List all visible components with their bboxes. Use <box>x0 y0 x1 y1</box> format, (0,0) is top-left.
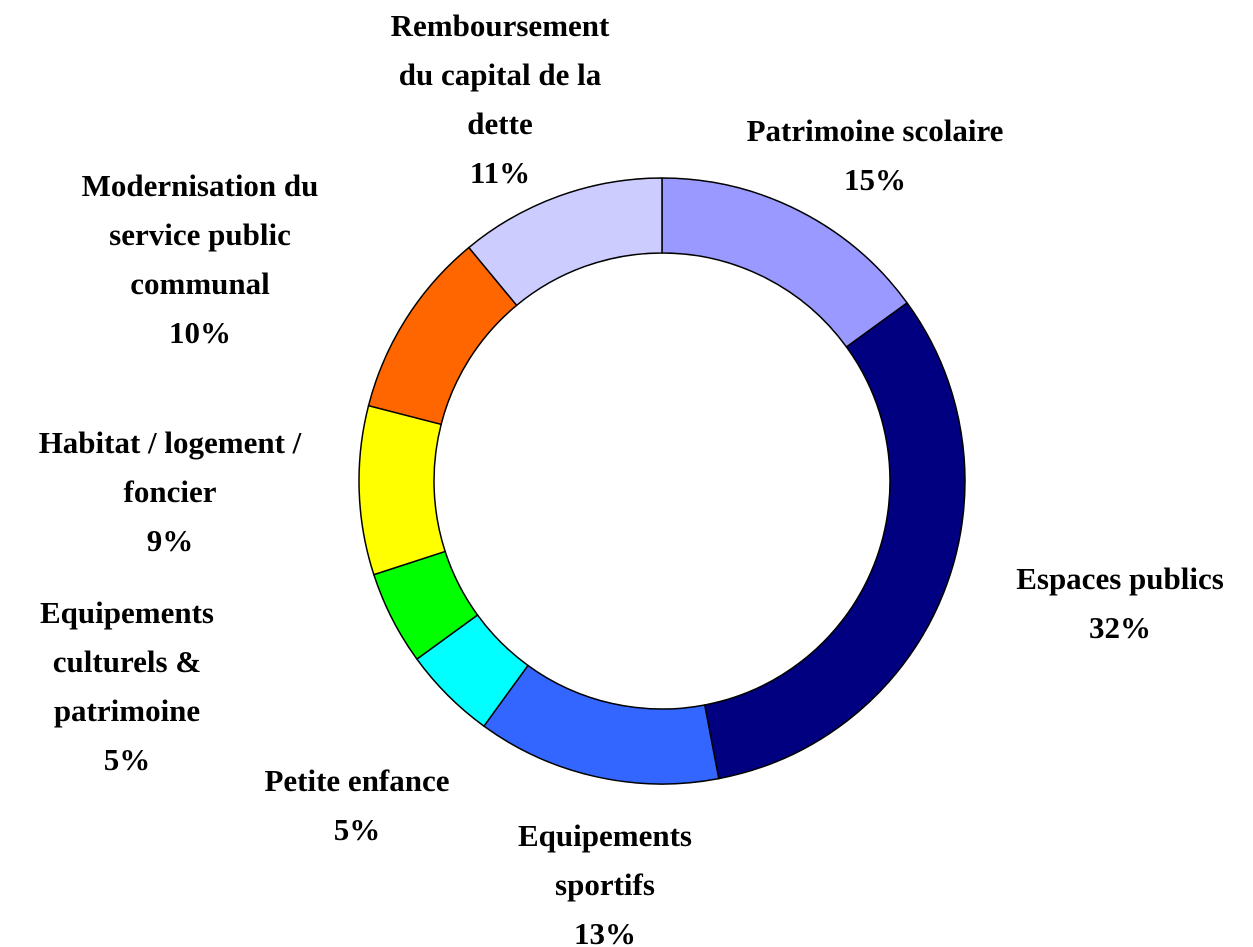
value-label: 5% <box>333 812 381 847</box>
category-label: Modernisation du service public communal <box>81 168 319 301</box>
donut-segment <box>482 664 720 785</box>
value-label: 32% <box>1089 610 1151 645</box>
slice-label: Espaces publics 32% <box>980 554 1253 652</box>
slice-label: Equipements culturels & patrimoine 5% <box>12 588 242 784</box>
category-label: Habitat / logement / foncier <box>38 425 302 509</box>
category-label: Equipements culturels & patrimoine <box>40 595 214 728</box>
value-label: 9% <box>146 523 194 558</box>
value-label: 13% <box>574 916 636 947</box>
value-label: 15% <box>844 162 906 197</box>
slice-label: Modernisation du service public communal… <box>65 161 335 357</box>
category-label: Petite enfance <box>264 763 450 798</box>
donut-segment <box>358 404 447 576</box>
slice-label: Patrimoine scolaire 15% <box>715 106 1035 204</box>
value-label: 5% <box>103 742 151 777</box>
slice-label: Petite enfance 5% <box>227 756 487 854</box>
donut-segment <box>467 177 663 307</box>
donut-segment <box>703 301 966 780</box>
value-label: 10% <box>169 315 231 350</box>
slice-label: Equipements sportifs 13% <box>490 811 720 947</box>
category-label: Espaces publics <box>1016 561 1224 596</box>
category-label: Equipements sportifs <box>518 818 692 902</box>
slice-label: Remboursement du capital de la dette 11% <box>375 1 625 197</box>
category-label: Patrimoine scolaire <box>746 113 1004 148</box>
slice-label: Habitat / logement / foncier 9% <box>38 418 303 565</box>
value-label: 11% <box>469 155 531 190</box>
category-label: Remboursement du capital de la dette <box>390 8 610 141</box>
